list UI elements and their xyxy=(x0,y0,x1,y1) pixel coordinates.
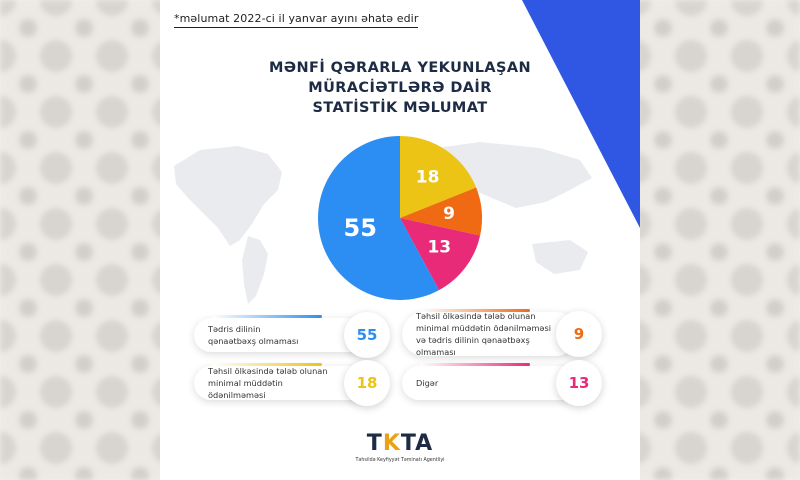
pie-data-label: 18 xyxy=(416,167,440,187)
logo-subtitle: Təhsildə Keyfiyyət Təminatı Agentliyi xyxy=(355,458,445,463)
pie-slice-language xyxy=(318,136,440,300)
legend-value-duration: 18 xyxy=(344,360,390,406)
legend-accent-bar xyxy=(212,363,322,366)
legend-label: Təhsil ölkəsində tələb olunan minimal mü… xyxy=(208,366,328,400)
legend-item-language: Tədris dilinin qənaətbəxş olmaması xyxy=(194,315,370,352)
pie-slice-duration xyxy=(400,136,477,218)
background-pattern-right xyxy=(635,0,800,480)
legend-label: Təhsil ölkəsində tələb olunan minimal mü… xyxy=(416,311,552,357)
title-line-3: STATİSTİK MƏLUMAT xyxy=(312,100,488,116)
logo-mark: TKTA xyxy=(366,431,434,456)
tkta-logo: TKTA Təhsildə Keyfiyyət Təminatı Agentli… xyxy=(344,431,456,464)
pie-chart: 189 13 55 xyxy=(318,136,482,300)
pie-data-label: 9 xyxy=(443,204,455,224)
legend-label: Digər xyxy=(416,378,439,388)
pie-slice-duration-and-language xyxy=(400,187,482,236)
legend-value-language: 55 xyxy=(344,312,390,358)
legend-item-duration-and-language: Təhsil ölkəsində tələb olunan minimal mü… xyxy=(402,309,578,357)
legend-item-other: Digər xyxy=(402,363,578,400)
title-line-2: MÜRACİƏTLƏRƏ DAİR xyxy=(308,80,492,96)
legend-accent-bar xyxy=(420,309,530,312)
pie-data-label: 55 xyxy=(344,214,377,242)
legend-label: Tədris dilinin qənaətbəxş olmaması xyxy=(208,324,299,346)
infographic-card: *məlumat 2022-ci il yanvar ayını əhatə e… xyxy=(160,0,640,480)
background-pattern-left xyxy=(0,0,165,480)
legend-item-duration: Təhsil ölkəsində tələb olunan minimal mü… xyxy=(194,363,370,400)
pie-data-label: 13 xyxy=(427,238,451,258)
legend-accent-bar xyxy=(212,315,322,318)
chart-title: MƏNFİ QƏRARLA YEKUNLAŞAN MÜRACİƏTLƏRƏ DA… xyxy=(245,58,555,118)
legend-accent-bar xyxy=(420,363,530,366)
legend-value-other: 13 xyxy=(556,360,602,406)
data-period-note: *məlumat 2022-ci il yanvar ayını əhatə e… xyxy=(174,12,419,28)
legend-value-duration-and-language: 9 xyxy=(556,311,602,357)
title-line-1: MƏNFİ QƏRARLA YEKUNLAŞAN xyxy=(268,60,532,76)
pie-slice-other xyxy=(400,218,481,291)
